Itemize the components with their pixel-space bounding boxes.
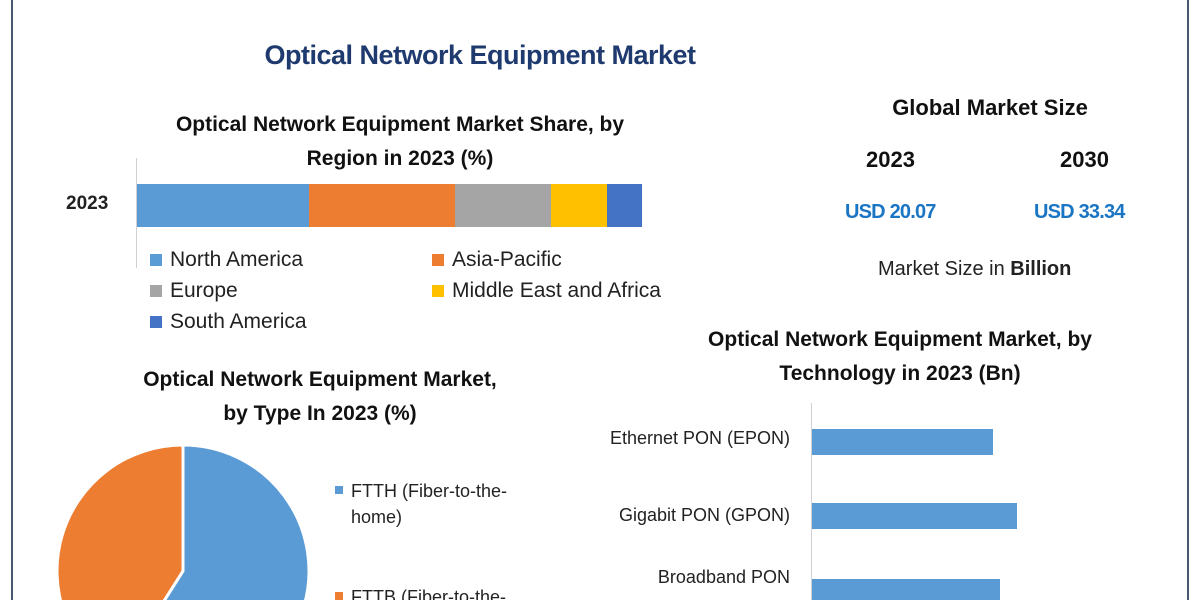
market-size-unit: Market Size in Billion [878, 258, 1072, 280]
technology-bar-label: Broadband PON [657, 567, 790, 587]
region-segment-north-america [137, 184, 309, 227]
legend-swatch [150, 254, 162, 266]
page-title: Optical Network Equipment Market [264, 40, 696, 70]
infographic-frame [11, 0, 1189, 600]
technology-bar-label: Gigabit PON (GPON) [618, 505, 790, 525]
legend-swatch [150, 316, 162, 328]
year-2023-label: 2023 [866, 147, 915, 172]
market-size-2023: USD 20.07 [845, 201, 936, 223]
type-pie-chart [57, 445, 309, 600]
legend-swatch [150, 285, 162, 297]
legend-swatch [335, 592, 343, 600]
technology-bar [812, 429, 993, 455]
legend-item-ftth: FTTH (Fiber-to-the- home) [335, 478, 545, 530]
legend-item-middle-east-africa: Middle East and Africa [432, 279, 661, 303]
legend-item-fttb: FTTB (Fiber-to-the- [335, 584, 565, 600]
legend-item-europe: Europe [150, 279, 238, 303]
legend-swatch [432, 285, 444, 297]
legend-swatch [432, 254, 444, 266]
technology-bar [812, 579, 1000, 600]
region-segment-europe [455, 184, 552, 227]
technology-bar [812, 503, 1017, 529]
region-chart-axis [136, 158, 137, 268]
technology-chart-title: Optical Network Equipment Market, by Tec… [640, 323, 1160, 391]
technology-chart-axis [811, 403, 812, 600]
region-chart-category-label: 2023 [66, 193, 109, 214]
type-chart-title: Optical Network Equipment Market, by Typ… [90, 363, 550, 431]
region-stacked-bar [137, 184, 642, 227]
year-2030-label: 2030 [1060, 147, 1109, 172]
legend-item-north-america: North America [150, 248, 303, 272]
region-segment-south-america [606, 184, 642, 227]
region-segment-asia-pacific [308, 184, 456, 227]
legend-item-asia-pacific: Asia-Pacific [432, 248, 562, 272]
legend-item-south-america: South America [150, 310, 307, 334]
type-chart-title-line1: Optical Network Equipment Market, [143, 368, 497, 391]
market-size-2030: USD 33.34 [1034, 201, 1125, 223]
technology-chart-title-line2: Technology in 2023 (Bn) [779, 362, 1021, 385]
region-chart-title: Optical Network Equipment Market Share, … [120, 108, 680, 176]
region-segment-middle-east-and-africa [551, 184, 607, 227]
pie-slice-1 [57, 445, 185, 600]
pie-slice-0 [162, 445, 309, 600]
region-chart-title-line2: Region in 2023 (%) [306, 147, 494, 170]
technology-chart-title-line1: Optical Network Equipment Market, by [708, 328, 1092, 351]
region-chart-title-line1: Optical Network Equipment Market Share, … [175, 113, 625, 136]
legend-swatch [335, 486, 343, 495]
technology-bar-label: Ethernet PON (EPON) [609, 428, 790, 448]
global-market-size-title: Global Market Size [892, 95, 1088, 120]
type-chart-title-line2: by Type In 2023 (%) [223, 402, 417, 425]
